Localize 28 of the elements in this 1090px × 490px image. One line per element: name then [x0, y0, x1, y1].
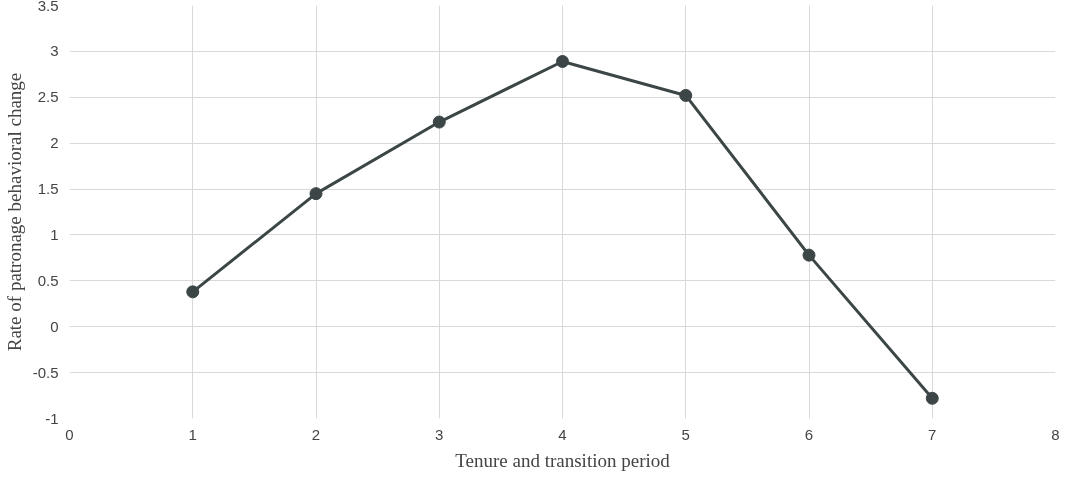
point	[925, 391, 939, 405]
point	[556, 55, 569, 68]
y-tick-label: 0	[50, 317, 59, 335]
point	[802, 248, 816, 262]
point	[186, 285, 200, 299]
point	[309, 187, 323, 201]
x-tick-label: 8	[1051, 425, 1060, 443]
x-axis-title: Tenure and transition period	[455, 449, 671, 471]
x-tick-label: 0	[65, 425, 74, 443]
x-tick-label: 3	[435, 425, 444, 443]
x-tick-label: 4	[558, 425, 567, 443]
y-axis-title: Rate of patronage behavioral change	[3, 72, 25, 352]
x-tick-label: 6	[804, 425, 814, 443]
point	[432, 115, 446, 129]
y-tick-label: 2.5	[37, 88, 59, 106]
y-tick-label: 1.5	[37, 180, 59, 198]
x-tick-label: 2	[311, 425, 321, 443]
y-tick-label: 3	[50, 42, 59, 60]
point	[679, 88, 693, 102]
y-tick-label: -1	[45, 409, 59, 427]
x-tick-label: 7	[928, 425, 937, 443]
y-tick-label: 3.5	[37, 0, 59, 14]
y-tick-label: 1	[50, 225, 59, 243]
y-tick-label: -0.5	[32, 363, 59, 381]
x-tick-label: 5	[681, 425, 690, 443]
y-tick-label: 0.5	[37, 271, 59, 289]
x-tick-label: 1	[188, 425, 197, 443]
y-tick-label: 2	[50, 134, 59, 152]
